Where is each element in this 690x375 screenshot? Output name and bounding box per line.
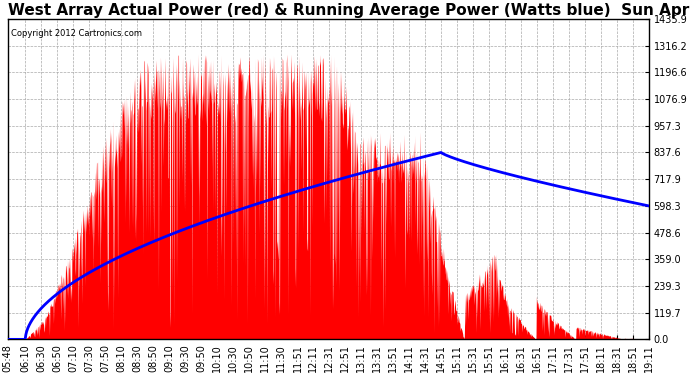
Text: Copyright 2012 Cartronics.com: Copyright 2012 Cartronics.com <box>11 28 142 38</box>
Text: West Array Actual Power (red) & Running Average Power (Watts blue)  Sun Apr 29 1: West Array Actual Power (red) & Running … <box>8 3 690 18</box>
